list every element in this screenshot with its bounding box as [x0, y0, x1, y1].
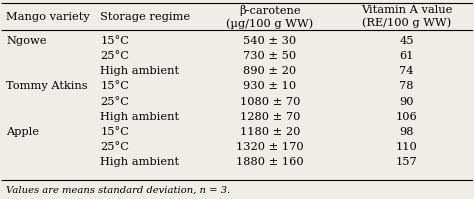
Text: High ambient: High ambient — [100, 112, 180, 122]
Text: High ambient: High ambient — [100, 66, 180, 76]
Text: 1080 ± 70: 1080 ± 70 — [240, 97, 300, 106]
Text: 25°C: 25°C — [100, 97, 129, 106]
Text: 15°C: 15°C — [100, 36, 129, 46]
Text: Vitamin A value
(RE/100 g WW): Vitamin A value (RE/100 g WW) — [361, 5, 452, 28]
Text: 540 ± 30: 540 ± 30 — [244, 36, 297, 46]
Text: 1880 ± 160: 1880 ± 160 — [236, 157, 304, 167]
Text: 90: 90 — [400, 97, 414, 106]
Text: 61: 61 — [400, 51, 414, 61]
Text: 890 ± 20: 890 ± 20 — [244, 66, 297, 76]
Text: High ambient: High ambient — [100, 157, 180, 167]
Text: Storage regime: Storage regime — [100, 12, 191, 22]
Text: Mango variety: Mango variety — [6, 12, 90, 22]
Text: β-carotene
(µg/100 g WW): β-carotene (µg/100 g WW) — [227, 5, 314, 29]
Text: 15°C: 15°C — [100, 81, 129, 91]
Text: 25°C: 25°C — [100, 51, 129, 61]
Text: 78: 78 — [400, 81, 414, 91]
Text: 1180 ± 20: 1180 ± 20 — [240, 127, 300, 137]
Text: Values are means standard deviation, n = 3.: Values are means standard deviation, n =… — [6, 185, 230, 194]
Text: Apple: Apple — [6, 127, 39, 137]
Text: 110: 110 — [396, 142, 418, 152]
Text: 15°C: 15°C — [100, 127, 129, 137]
Text: 25°C: 25°C — [100, 142, 129, 152]
Text: 157: 157 — [396, 157, 418, 167]
Text: 106: 106 — [396, 112, 418, 122]
Text: 98: 98 — [400, 127, 414, 137]
Text: Ngowe: Ngowe — [6, 36, 46, 46]
Text: 74: 74 — [400, 66, 414, 76]
Text: 1320 ± 170: 1320 ± 170 — [236, 142, 304, 152]
Text: 930 ± 10: 930 ± 10 — [244, 81, 297, 91]
Text: Tommy Atkins: Tommy Atkins — [6, 81, 88, 91]
Text: 1280 ± 70: 1280 ± 70 — [240, 112, 300, 122]
Text: 45: 45 — [400, 36, 414, 46]
Text: 730 ± 50: 730 ± 50 — [244, 51, 297, 61]
